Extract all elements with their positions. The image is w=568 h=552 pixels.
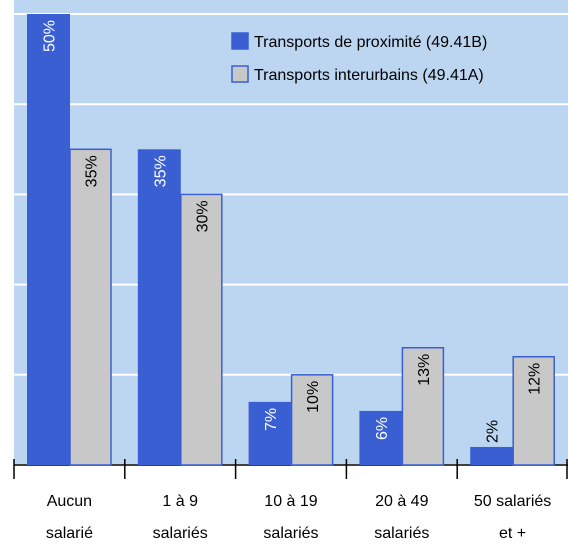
bar bbox=[512, 356, 555, 466]
bar bbox=[359, 410, 403, 465]
bar bbox=[69, 148, 112, 466]
data-label: 6% bbox=[374, 417, 391, 440]
bar bbox=[401, 346, 445, 466]
x-tick-label: 1 à 9 bbox=[162, 493, 198, 510]
data-label: 7% bbox=[263, 408, 280, 431]
legend-swatch bbox=[231, 65, 249, 83]
x-tick-label: 10 à 19 bbox=[264, 493, 317, 510]
bar bbox=[27, 14, 70, 465]
x-tick-label: salarié bbox=[46, 525, 93, 542]
data-label: 35% bbox=[84, 155, 101, 187]
data-label: 13% bbox=[416, 354, 433, 386]
x-tick-label: 20 à 49 bbox=[375, 493, 428, 510]
bar bbox=[470, 446, 514, 465]
x-tick-label: salariés bbox=[153, 525, 208, 542]
x-tick-label: 50 salariés bbox=[474, 493, 551, 510]
legend-label: Transports de proximité (49.41B) bbox=[254, 34, 487, 51]
legend-swatch bbox=[231, 32, 249, 50]
data-label: 50% bbox=[42, 20, 59, 52]
x-tick-label: et + bbox=[499, 525, 526, 542]
bar bbox=[290, 374, 334, 466]
data-label: 35% bbox=[152, 155, 169, 187]
x-tick-label: Aucun bbox=[47, 493, 92, 510]
data-label: 10% bbox=[305, 381, 322, 413]
x-tick-label: salariés bbox=[263, 525, 318, 542]
data-label: 2% bbox=[485, 420, 502, 443]
data-label: 12% bbox=[527, 363, 544, 395]
x-tick-label: salariés bbox=[374, 525, 429, 542]
legend-label: Transports interurbains (49.41A) bbox=[254, 67, 484, 84]
bar bbox=[180, 193, 223, 466]
bar bbox=[248, 401, 292, 465]
data-label: 30% bbox=[194, 200, 211, 232]
bar bbox=[137, 149, 181, 466]
